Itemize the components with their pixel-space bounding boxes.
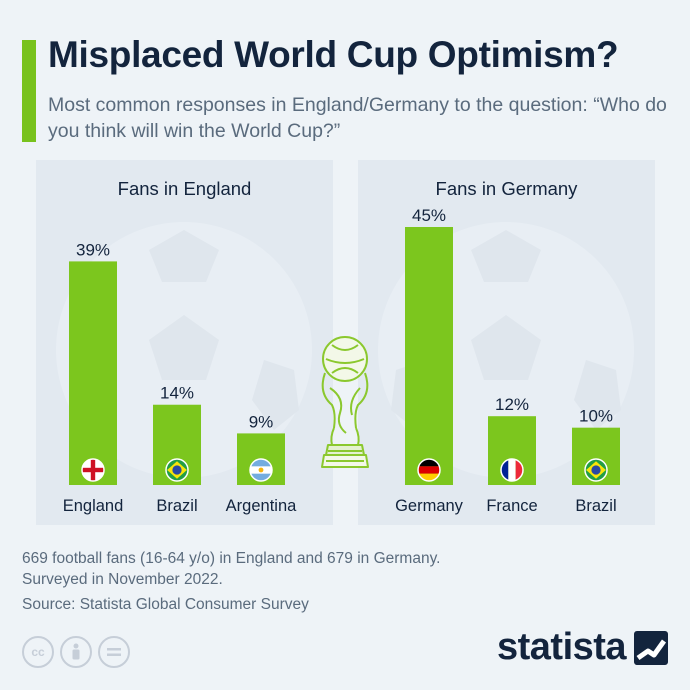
value-label-france: 12% [495,395,529,414]
value-label-england: 39% [76,240,110,259]
sample-note: 669 football fans (16-64 y/o) in England… [22,550,441,567]
brand-wordmark: statista [497,626,627,668]
statista-logo[interactable]: statista [497,626,669,669]
cc-icon[interactable]: cc [22,636,54,668]
bar-england [69,261,117,485]
no-derivatives-icon[interactable] [98,636,130,668]
attribution-icon[interactable] [60,636,92,668]
england-panel-title: Fans in England [117,178,252,199]
bar-germany [405,227,453,485]
brazil-flag-icon [584,458,608,482]
category-label-brazil: Brazil [156,497,197,515]
page-title: Misplaced World Cup Optimism? [48,34,619,75]
france-flag-icon [500,458,524,482]
germany-panel: Fans in Germany 45% Germany 12% France 10% Br… [358,160,655,525]
brazil-flag-icon [165,458,189,482]
england-panel: Fans in England 39% England 14% Brazil 9% Arg… [36,160,333,525]
value-label-germany: 45% [412,206,446,225]
category-label-brazil: Brazil [575,497,616,515]
category-label-argentina: Argentina [226,497,297,515]
germany-flag-icon [417,458,441,482]
title-accent-bar [22,40,36,142]
category-label-germany: Germany [395,497,464,515]
value-label-argentina: 9% [249,412,274,431]
value-label-brazil: 14% [160,384,194,403]
statista-logo-icon [634,630,669,665]
germany-panel-title: Fans in Germany [435,178,578,199]
page-subtitle: Most common responses in England/Germany… [48,94,667,142]
category-label-england: England [63,497,124,515]
category-label-france: France [486,497,537,515]
world-cup-trophy-icon [321,336,369,468]
value-label-brazil: 10% [579,407,613,426]
germany-bar-chart: 45% Germany 12% France 10% Brazil [395,206,620,515]
argentina-flag-icon [249,458,273,482]
england-bar-chart: 39% England 14% Brazil 9% Argentina [63,240,297,515]
survey-date-note: Surveyed in November 2022. [22,571,223,588]
source-note: Source: Statista Global Consumer Survey [22,596,309,613]
england-flag-icon [81,458,105,482]
license-icons: cc [22,636,130,668]
footnotes: 669 football fans (16-64 y/o) in England… [22,548,642,615]
